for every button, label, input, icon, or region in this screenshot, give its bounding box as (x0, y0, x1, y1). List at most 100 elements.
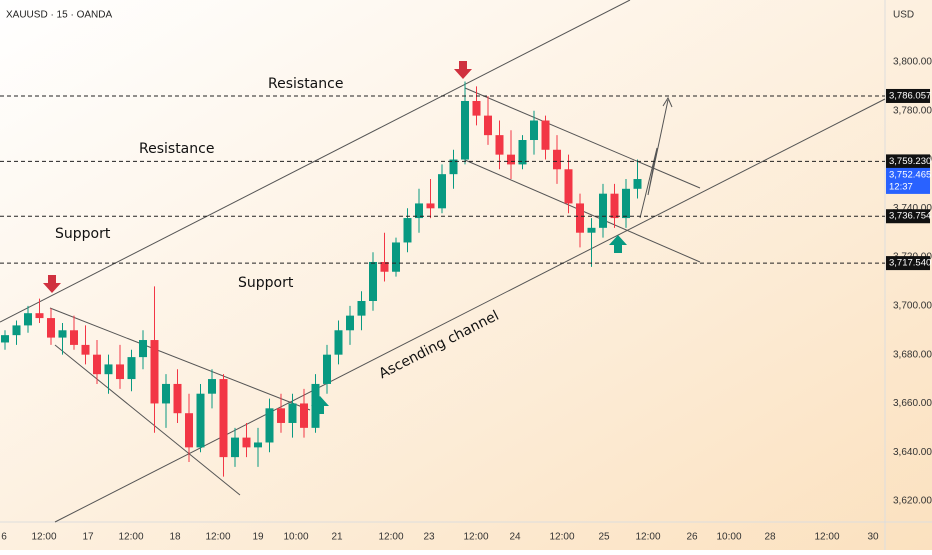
candle-body (127, 357, 136, 380)
y-tick-label: 3,740.000 (893, 203, 932, 214)
y-tick-label: 3,780.000 (893, 105, 932, 116)
level-box (886, 88, 930, 103)
y-tick-label: 3,700.000 (893, 301, 932, 312)
arrows (43, 61, 627, 414)
x-tick-label: 18 (169, 532, 181, 543)
candle-body (93, 354, 101, 375)
candle-body (81, 344, 90, 355)
candle-body (185, 413, 193, 448)
x-tick-label: 21 (331, 532, 343, 543)
down-arrow (43, 275, 61, 293)
x-tick-label: 24 (509, 532, 521, 543)
y-tick-label: 3,680.000 (893, 349, 932, 360)
flag-upper (464, 87, 701, 189)
candle-body (518, 140, 527, 165)
channel-lower (54, 98, 886, 523)
y-tick-label: 3,620.000 (893, 496, 932, 507)
level-label: 3,759.230 (889, 156, 931, 167)
candle-body (449, 159, 458, 175)
y-tick-label: 3,660.000 (893, 398, 932, 409)
down-arrow (454, 61, 472, 79)
candle-body (300, 403, 308, 428)
candle-body (277, 408, 285, 423)
candle-body (472, 100, 481, 116)
candle-body (587, 227, 596, 233)
candle-body (369, 261, 377, 302)
x-tick-label: 17 (82, 532, 94, 543)
candle-body (288, 403, 297, 423)
x-tick-label: 6 (1, 532, 7, 543)
candle-body (484, 115, 492, 136)
candle-body (116, 364, 124, 380)
candle-body (403, 218, 412, 243)
candle-body (24, 313, 32, 326)
x-tick-label: 23 (423, 532, 435, 543)
candle-body (139, 340, 147, 358)
candle-body (35, 313, 44, 319)
x-tick-label: 28 (764, 532, 776, 543)
x-tick-label: 19 (252, 532, 264, 543)
candle-body (564, 169, 573, 204)
level-label: 3,717.540 (889, 258, 931, 269)
level-box (886, 154, 930, 169)
candle-body (254, 442, 262, 448)
countdown: 12:37 (889, 181, 913, 192)
x-tick-label: 26 (686, 532, 698, 543)
x-tick-label: 10:00 (283, 532, 308, 543)
x-tick-label: 12:00 (205, 532, 230, 543)
x-tick-label: 25 (598, 532, 610, 543)
wedge-upper (49, 307, 311, 411)
up-arrow (609, 235, 627, 253)
level-box (886, 256, 930, 271)
current-price-label: 3,752.465 (889, 169, 931, 180)
up-arrow (311, 396, 329, 414)
x-tick-label: 12:00 (463, 532, 488, 543)
projection-head (662, 96, 673, 108)
annotation: Resistance (268, 76, 343, 92)
candle-body (196, 393, 205, 448)
x-tick-label: 10:00 (716, 532, 741, 543)
candle-body (380, 261, 389, 272)
annotation: Support (238, 275, 294, 291)
candle-body (426, 203, 435, 209)
x-tick-label: 30 (867, 532, 879, 543)
candle-body (553, 149, 561, 170)
candle-body (357, 301, 366, 316)
candle-body (58, 330, 67, 338)
candle-body (599, 193, 607, 228)
candle-body (507, 154, 515, 165)
x-tick-label: 12:00 (31, 532, 56, 543)
candle-body (392, 242, 400, 272)
candle-body (323, 354, 331, 384)
candle-body (70, 330, 78, 345)
x-tick-label: 12:00 (549, 532, 574, 543)
candle-body (633, 179, 642, 189)
candle-body (334, 330, 343, 355)
x-tick-label: 12:00 (118, 532, 143, 543)
candle-body (461, 100, 469, 160)
annotation: Support (55, 226, 111, 242)
candle-body (265, 408, 274, 443)
candle-body (610, 193, 619, 219)
wedge-lower (54, 344, 241, 496)
annotation: Resistance (139, 141, 214, 157)
candle-body (541, 120, 550, 150)
candle-body (576, 203, 584, 233)
candle-body (495, 135, 504, 155)
candle-body (162, 383, 170, 404)
candle-body (208, 379, 216, 394)
x-tick-label: 12:00 (378, 532, 403, 543)
current-price-box (886, 167, 930, 194)
candle-body (150, 340, 159, 404)
candle-body (231, 437, 239, 458)
y-tick-label: 3,800.000 (893, 57, 932, 68)
candle-body (530, 120, 538, 141)
candle-body (346, 315, 354, 331)
candle-body (219, 379, 228, 458)
candle-body (438, 174, 446, 209)
candle-body (104, 364, 113, 375)
level-label: 3,736.754 (889, 211, 931, 222)
symbol-title: XAUUSD · 15 · OANDA (6, 10, 112, 21)
candle-body (12, 325, 21, 336)
